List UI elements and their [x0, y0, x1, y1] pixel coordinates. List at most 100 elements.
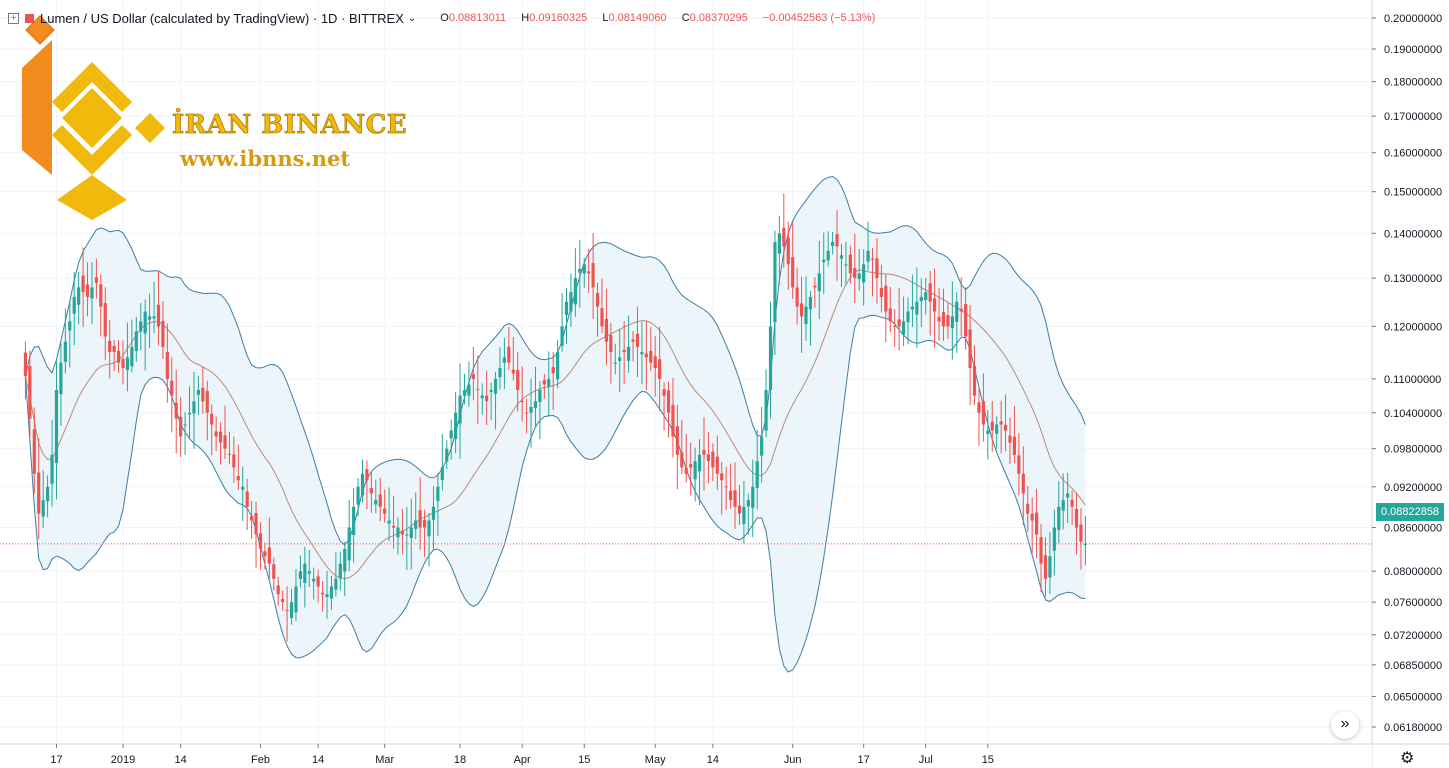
candle-body — [201, 387, 205, 402]
candle-body — [391, 525, 396, 528]
candle-body — [870, 258, 875, 260]
candle-body — [1017, 455, 1021, 474]
candle-body — [378, 494, 382, 507]
candle-body — [569, 292, 573, 312]
candle-body — [857, 273, 861, 280]
candle-body — [418, 510, 422, 528]
candle-body — [981, 401, 985, 425]
candle-body — [573, 278, 577, 305]
x-tick-label: May — [645, 754, 666, 766]
candle-body — [352, 506, 356, 536]
candle-body — [799, 303, 804, 317]
y-tick-label: 0.08600000 — [1384, 523, 1442, 535]
symbol-legend: + Lumen / US Dollar (calculated by Tradi… — [8, 8, 881, 28]
candle-body — [1052, 527, 1056, 551]
candle-body — [396, 527, 400, 538]
candle-body — [148, 316, 152, 320]
upper-band — [24, 175, 1086, 546]
candle-body — [684, 467, 688, 474]
band-fill — [25, 176, 1086, 672]
candle-body — [108, 340, 112, 353]
candle-body — [187, 412, 192, 415]
y-tick-label: 0.09800000 — [1384, 444, 1442, 456]
candle-body — [103, 303, 107, 337]
candle-body — [1048, 556, 1052, 578]
plus-square-icon[interactable]: + — [8, 12, 19, 24]
candle-body — [995, 424, 999, 434]
candle-body — [768, 326, 773, 390]
candle-body — [524, 412, 529, 414]
candle-body — [312, 578, 316, 582]
binance-logo-icon — [22, 15, 165, 220]
candle-body — [547, 378, 551, 387]
candle-body — [409, 527, 413, 539]
candle-body — [822, 259, 826, 263]
candle-body — [365, 469, 369, 481]
candle-body — [125, 357, 130, 370]
candle-body — [183, 424, 187, 426]
y-tick-label: 0.10400000 — [1384, 408, 1442, 420]
logo-center-diamond — [62, 88, 122, 148]
candle-body — [334, 578, 338, 590]
candle-body — [609, 335, 613, 353]
y-tick-label: 0.13000000 — [1384, 273, 1442, 285]
candle-body — [422, 519, 427, 528]
logo-bottom-chevron — [52, 125, 132, 175]
y-tick-label: 0.11000000 — [1384, 374, 1441, 386]
candle-body — [436, 486, 440, 502]
candle-body — [94, 277, 98, 283]
candle-body — [706, 454, 711, 462]
y-tick-label: 0.12000000 — [1384, 321, 1442, 333]
gear-icon[interactable]: ⚙ — [1400, 750, 1415, 767]
candle-body — [516, 370, 520, 390]
x-tick-label: 14 — [312, 754, 324, 766]
candle-body — [1066, 493, 1070, 498]
candle-body — [196, 389, 200, 395]
y-tick-label: 0.06850000 — [1384, 660, 1442, 672]
candle-body — [964, 303, 968, 337]
candle-body — [68, 321, 72, 331]
candle-body — [431, 506, 436, 520]
candle-body — [529, 407, 533, 413]
y-tick-label: 0.07600000 — [1384, 597, 1442, 609]
candle-body — [702, 449, 706, 455]
y-tick-label: 0.17000000 — [1384, 111, 1442, 123]
candle-body — [493, 378, 498, 394]
symbol-title[interactable]: Lumen / US Dollar (calculated by Trading… — [40, 10, 404, 26]
candle-body — [613, 362, 617, 364]
candle-body — [1012, 436, 1017, 455]
candle-body — [112, 345, 116, 353]
candle-body — [689, 464, 693, 468]
candle-body — [777, 233, 781, 254]
chevron-down-icon[interactable]: ⌄ — [407, 12, 417, 24]
candle-body — [760, 436, 764, 456]
candle-body — [46, 486, 50, 502]
x-axis-bg — [0, 744, 1372, 768]
candle-body — [520, 401, 524, 403]
candle-body — [152, 316, 156, 319]
candle-body — [298, 571, 302, 579]
candle-body — [139, 321, 143, 332]
candle-body — [666, 390, 671, 413]
candle-body — [405, 534, 409, 536]
y-tick-label: 0.06180000 — [1384, 722, 1442, 734]
candle-body — [839, 255, 844, 259]
candle-body — [653, 356, 657, 369]
candle-body — [458, 395, 462, 424]
candle-body — [542, 380, 546, 385]
candle-body — [192, 401, 196, 414]
candle-body — [915, 301, 919, 315]
candle-body — [63, 341, 67, 362]
y-axis: 0.20000000 0.19000000 0.18000000 0.17000000… — [1371, 0, 1449, 768]
candle-body — [77, 287, 81, 305]
candle-body — [347, 527, 351, 561]
x-tick-label: 18 — [454, 754, 466, 766]
candle-body — [728, 490, 733, 501]
y-tick-label: 0.14000000 — [1384, 228, 1442, 240]
candle-body — [928, 283, 932, 302]
double-chevron-right-icon[interactable]: » — [1331, 711, 1359, 739]
bollinger-bands — [24, 175, 1086, 673]
candle-body — [933, 298, 937, 312]
candle-body — [85, 284, 90, 297]
